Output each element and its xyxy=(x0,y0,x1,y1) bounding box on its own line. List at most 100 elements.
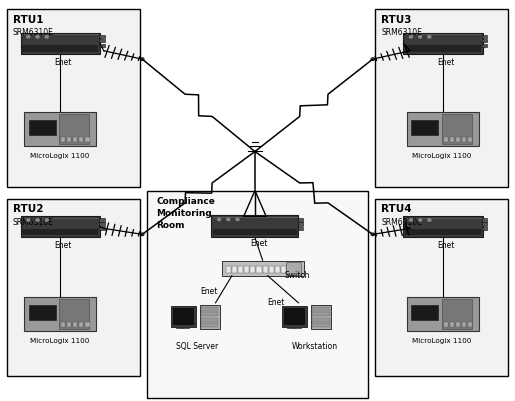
FancyBboxPatch shape xyxy=(213,229,297,235)
Circle shape xyxy=(428,36,431,38)
FancyBboxPatch shape xyxy=(312,323,330,327)
Text: Workstation: Workstation xyxy=(292,342,338,351)
FancyBboxPatch shape xyxy=(312,307,330,311)
FancyBboxPatch shape xyxy=(79,137,83,142)
FancyBboxPatch shape xyxy=(61,137,65,142)
FancyBboxPatch shape xyxy=(21,216,100,237)
FancyBboxPatch shape xyxy=(85,137,90,142)
FancyBboxPatch shape xyxy=(312,312,330,316)
FancyBboxPatch shape xyxy=(28,119,56,135)
FancyBboxPatch shape xyxy=(256,266,262,273)
FancyBboxPatch shape xyxy=(170,306,196,327)
Text: SQL Server: SQL Server xyxy=(176,342,218,351)
FancyBboxPatch shape xyxy=(403,33,483,54)
FancyBboxPatch shape xyxy=(482,219,487,222)
FancyBboxPatch shape xyxy=(311,305,331,329)
FancyBboxPatch shape xyxy=(201,312,218,316)
FancyBboxPatch shape xyxy=(442,299,472,329)
FancyBboxPatch shape xyxy=(201,318,218,322)
FancyBboxPatch shape xyxy=(99,39,105,43)
FancyBboxPatch shape xyxy=(482,35,487,38)
FancyBboxPatch shape xyxy=(405,45,481,52)
FancyBboxPatch shape xyxy=(7,198,140,376)
Circle shape xyxy=(419,36,422,38)
FancyBboxPatch shape xyxy=(147,190,368,398)
FancyBboxPatch shape xyxy=(99,219,105,222)
Circle shape xyxy=(45,219,48,221)
Text: MicroLogix 1100: MicroLogix 1100 xyxy=(412,338,472,344)
Text: Enet: Enet xyxy=(54,241,72,250)
Text: Switch: Switch xyxy=(284,271,310,280)
FancyBboxPatch shape xyxy=(442,114,472,144)
Text: Enet: Enet xyxy=(437,58,454,67)
FancyBboxPatch shape xyxy=(450,322,454,327)
Text: SRM6310E: SRM6310E xyxy=(13,28,54,37)
FancyBboxPatch shape xyxy=(201,307,218,311)
Text: Enet: Enet xyxy=(54,58,72,67)
FancyBboxPatch shape xyxy=(201,323,218,327)
FancyBboxPatch shape xyxy=(282,306,307,327)
FancyBboxPatch shape xyxy=(411,305,438,320)
Text: RTU4: RTU4 xyxy=(382,205,412,215)
FancyBboxPatch shape xyxy=(482,227,487,230)
Circle shape xyxy=(227,218,230,221)
FancyBboxPatch shape xyxy=(482,39,487,43)
Text: MicroLogix 1100: MicroLogix 1100 xyxy=(412,153,472,159)
Circle shape xyxy=(428,219,431,221)
Text: SRM6310E: SRM6310E xyxy=(382,28,422,37)
Circle shape xyxy=(409,219,413,221)
FancyBboxPatch shape xyxy=(407,297,479,331)
FancyBboxPatch shape xyxy=(232,266,237,273)
Circle shape xyxy=(36,36,39,38)
Circle shape xyxy=(419,219,422,221)
FancyBboxPatch shape xyxy=(99,35,105,38)
FancyBboxPatch shape xyxy=(407,112,479,146)
Circle shape xyxy=(45,36,48,38)
FancyBboxPatch shape xyxy=(99,223,105,226)
FancyBboxPatch shape xyxy=(456,137,460,142)
FancyBboxPatch shape xyxy=(226,266,231,273)
FancyBboxPatch shape xyxy=(73,322,77,327)
FancyBboxPatch shape xyxy=(67,322,71,327)
FancyBboxPatch shape xyxy=(22,229,98,235)
FancyBboxPatch shape xyxy=(312,318,330,322)
FancyBboxPatch shape xyxy=(468,322,472,327)
FancyBboxPatch shape xyxy=(286,262,301,275)
FancyBboxPatch shape xyxy=(73,137,77,142)
Text: Compliance
Monitoring
Room: Compliance Monitoring Room xyxy=(157,197,215,229)
FancyBboxPatch shape xyxy=(21,33,100,54)
FancyBboxPatch shape xyxy=(244,266,249,273)
FancyBboxPatch shape xyxy=(269,266,274,273)
FancyBboxPatch shape xyxy=(59,114,90,144)
FancyBboxPatch shape xyxy=(79,322,83,327)
FancyBboxPatch shape xyxy=(22,45,98,52)
FancyBboxPatch shape xyxy=(67,137,71,142)
FancyBboxPatch shape xyxy=(99,44,105,47)
Text: MicroLogix 1100: MicroLogix 1100 xyxy=(29,338,89,344)
FancyBboxPatch shape xyxy=(173,308,194,325)
Text: SRM6310E: SRM6310E xyxy=(13,218,54,227)
FancyBboxPatch shape xyxy=(403,216,483,237)
Circle shape xyxy=(36,219,39,221)
FancyBboxPatch shape xyxy=(85,322,90,327)
FancyBboxPatch shape xyxy=(7,9,140,186)
FancyBboxPatch shape xyxy=(284,308,305,325)
Text: SRM6310E: SRM6310E xyxy=(382,218,422,227)
FancyBboxPatch shape xyxy=(298,223,303,226)
FancyBboxPatch shape xyxy=(61,322,65,327)
FancyBboxPatch shape xyxy=(443,322,448,327)
FancyBboxPatch shape xyxy=(99,227,105,230)
FancyBboxPatch shape xyxy=(462,322,466,327)
Circle shape xyxy=(217,218,220,221)
FancyBboxPatch shape xyxy=(462,137,466,142)
FancyBboxPatch shape xyxy=(275,266,280,273)
Text: RTU1: RTU1 xyxy=(13,15,43,25)
FancyBboxPatch shape xyxy=(375,9,508,186)
FancyBboxPatch shape xyxy=(456,322,460,327)
Text: RTU3: RTU3 xyxy=(382,15,412,25)
FancyBboxPatch shape xyxy=(221,261,304,276)
Circle shape xyxy=(27,219,30,221)
Circle shape xyxy=(409,36,413,38)
FancyBboxPatch shape xyxy=(450,137,454,142)
Text: Enet: Enet xyxy=(437,241,454,250)
